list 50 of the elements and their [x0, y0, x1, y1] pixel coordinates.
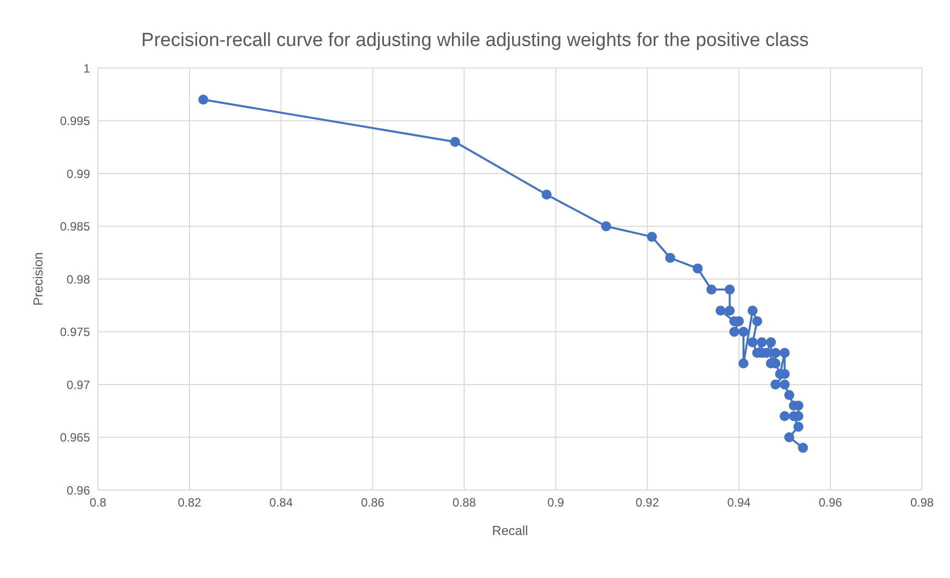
- point: [766, 337, 776, 348]
- point: [756, 337, 767, 348]
- point: [780, 348, 790, 358]
- point: [198, 94, 208, 105]
- x-tick-label: 0.98: [910, 496, 934, 510]
- y-tick-label: 0.995: [60, 114, 90, 128]
- point: [748, 337, 758, 348]
- point: [724, 306, 735, 316]
- point: [770, 348, 781, 358]
- x-tick-label: 0.82: [178, 496, 202, 510]
- y-axis-title: Precision: [30, 252, 46, 306]
- y-tick-label: 0.99: [66, 166, 90, 181]
- point: [542, 190, 552, 200]
- y-tick-label: 1: [83, 61, 90, 76]
- point: [724, 284, 735, 295]
- point: [738, 326, 748, 337]
- point: [729, 326, 740, 337]
- point: [784, 390, 794, 400]
- x-tick-label: 0.94: [727, 496, 751, 510]
- x-tick-label: 0.84: [269, 496, 294, 510]
- y-tick-label: 0.985: [60, 220, 90, 234]
- y-tick-label: 0.965: [60, 430, 90, 445]
- x-tick-label: 0.8: [90, 496, 107, 510]
- point: [601, 221, 612, 232]
- point: [780, 411, 790, 422]
- x-axis-title: Recall: [492, 523, 528, 538]
- point: [450, 136, 460, 147]
- x-tick-label: 0.96: [818, 496, 842, 510]
- point: [692, 263, 703, 274]
- x-tick-label: 0.92: [636, 496, 660, 510]
- point: [784, 432, 794, 442]
- point: [665, 252, 676, 263]
- point: [770, 380, 781, 390]
- point: [748, 306, 758, 316]
- y-tick-label: 0.96: [66, 483, 90, 498]
- point: [716, 306, 726, 316]
- point: [706, 284, 716, 295]
- y-tick-label: 0.98: [66, 272, 90, 286]
- point: [738, 358, 748, 368]
- point: [646, 232, 657, 242]
- y-tick-label: 0.975: [60, 325, 90, 340]
- point: [752, 316, 762, 326]
- x-tick-label: 0.88: [452, 496, 476, 510]
- point: [793, 422, 804, 432]
- point: [798, 442, 808, 453]
- chart-title: Precision-recall curve for adjusting while adjusting weights for the positive class: [140, 30, 810, 52]
- x-tick-label: 0.9: [547, 496, 564, 510]
- point: [780, 380, 790, 390]
- y-tick-label: 0.97: [66, 378, 90, 392]
- x-tick-label: 0.86: [360, 496, 385, 510]
